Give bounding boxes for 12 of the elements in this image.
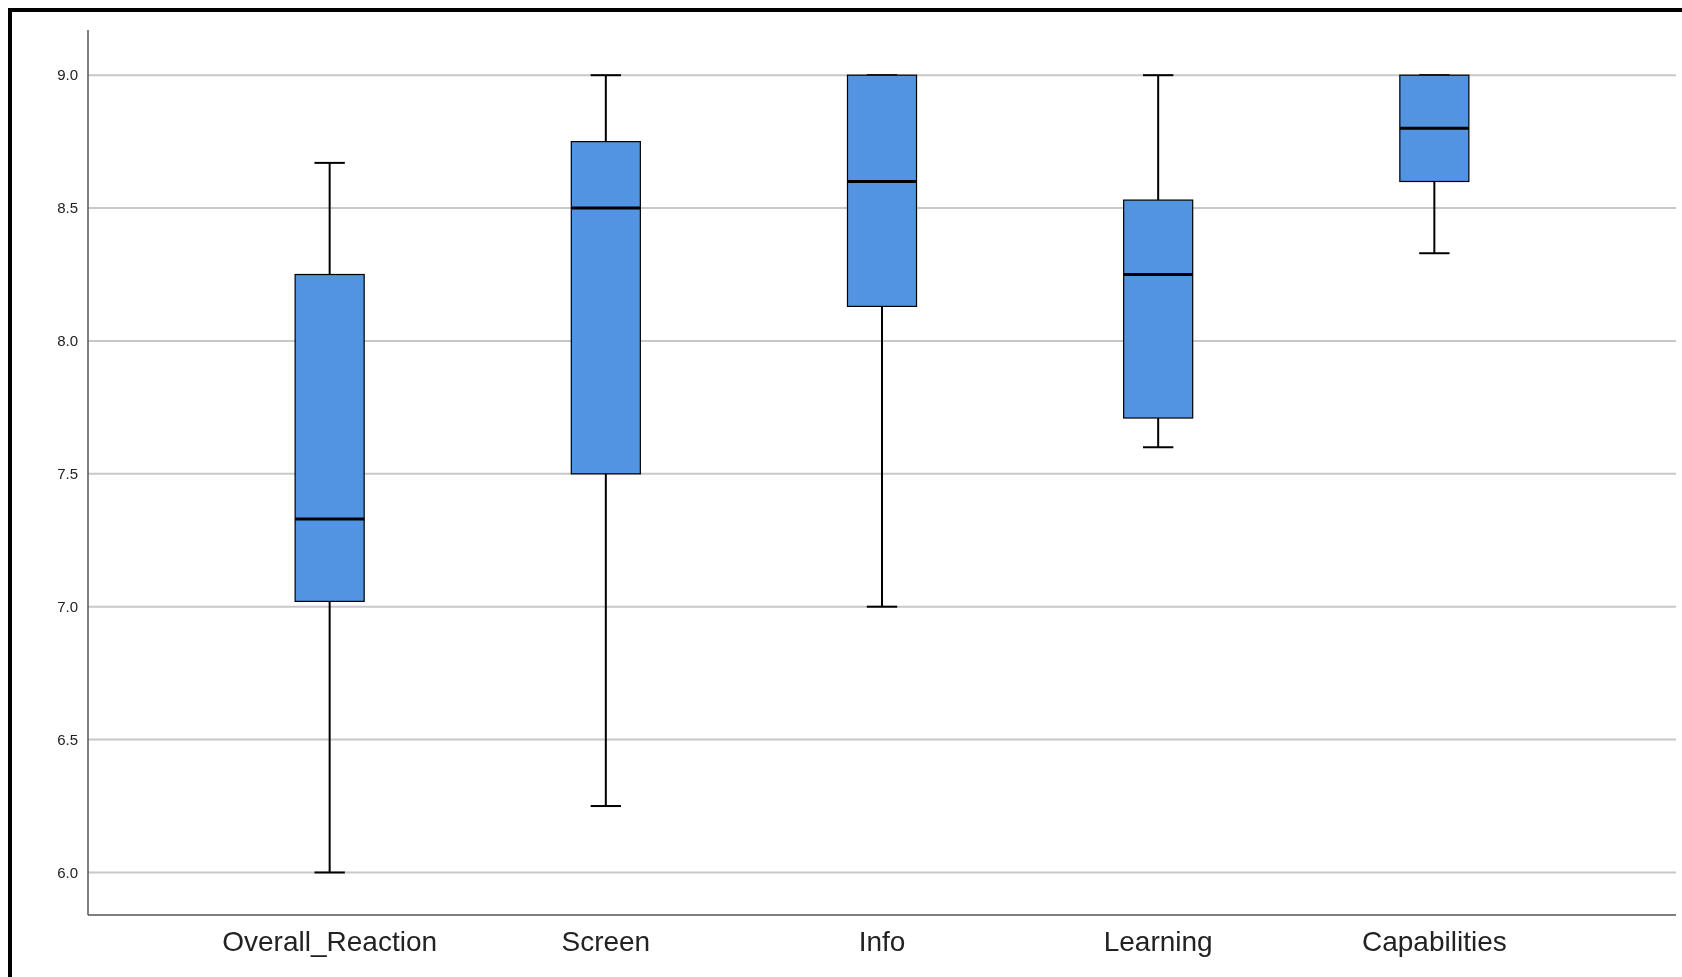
- y-tick-label: 8.5: [57, 199, 78, 217]
- y-tick-label: 6.0: [57, 863, 78, 881]
- x-tick-label: Screen: [561, 926, 651, 957]
- y-tick-label: 9.0: [57, 66, 78, 84]
- x-tick-label: Learning: [1103, 926, 1213, 957]
- y-tick-label: 7.0: [57, 597, 78, 615]
- x-tick-label: Info: [858, 926, 906, 957]
- y-tick-label: 7.5: [57, 465, 78, 483]
- x-tick-label: Capabilities: [1361, 926, 1507, 957]
- y-tick-label: 8.0: [57, 332, 78, 350]
- x-tick-label: Overall_Reaction: [222, 926, 438, 957]
- y-tick-label: 6.5: [57, 730, 78, 748]
